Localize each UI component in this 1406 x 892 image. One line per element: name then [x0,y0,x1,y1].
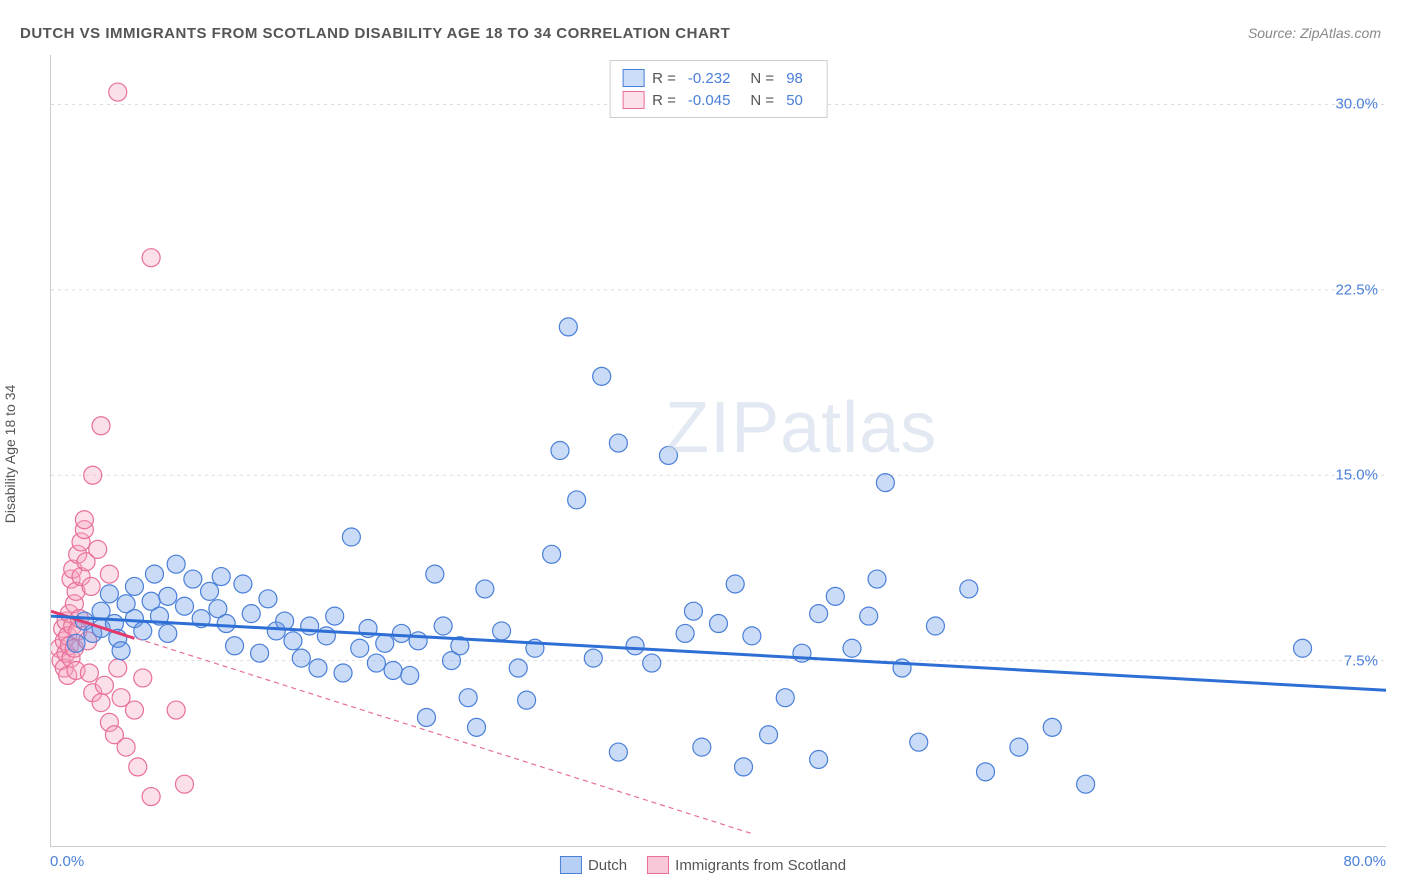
r-label: R = [652,92,676,109]
source-label: Source: ZipAtlas.com [1248,25,1381,41]
legend-swatch-dutch-icon [560,856,582,874]
legend-item-scotland: Immigrants from Scotland [647,856,846,874]
legend-label-scotland: Immigrants from Scotland [675,857,846,874]
scatter-svg [51,55,1386,846]
swatch-scotland-icon [622,91,644,109]
chart-title: DUTCH VS IMMIGRANTS FROM SCOTLAND DISABI… [20,25,730,42]
n-value-dutch: 98 [786,70,803,87]
chart-container: DUTCH VS IMMIGRANTS FROM SCOTLAND DISABI… [0,0,1406,892]
stats-legend: R = -0.232 N = 98 R = -0.045 N = 50 [609,60,828,118]
stats-row-dutch: R = -0.232 N = 98 [622,67,815,89]
n-label: N = [750,92,774,109]
r-label: R = [652,70,676,87]
y-tick-label: 15.0% [1335,467,1378,484]
r-value-dutch: -0.232 [688,70,731,87]
n-label: N = [750,70,774,87]
series-legend: Dutch Immigrants from Scotland [560,856,846,874]
y-tick-label: 30.0% [1335,96,1378,113]
plot-area: R = -0.232 N = 98 R = -0.045 N = 50 ZIPa… [50,55,1386,847]
x-tick-min: 0.0% [50,853,84,870]
legend-label-dutch: Dutch [588,857,627,874]
y-tick-label: 22.5% [1335,281,1378,298]
r-value-scotland: -0.045 [688,92,731,109]
swatch-dutch-icon [622,69,644,87]
y-tick-label: 7.5% [1344,652,1378,669]
legend-swatch-scotland-icon [647,856,669,874]
n-value-scotland: 50 [786,92,803,109]
stats-row-scotland: R = -0.045 N = 50 [622,89,815,111]
y-axis-label: Disability Age 18 to 34 [2,385,18,524]
legend-item-dutch: Dutch [560,856,627,874]
x-tick-max: 80.0% [1343,853,1386,870]
